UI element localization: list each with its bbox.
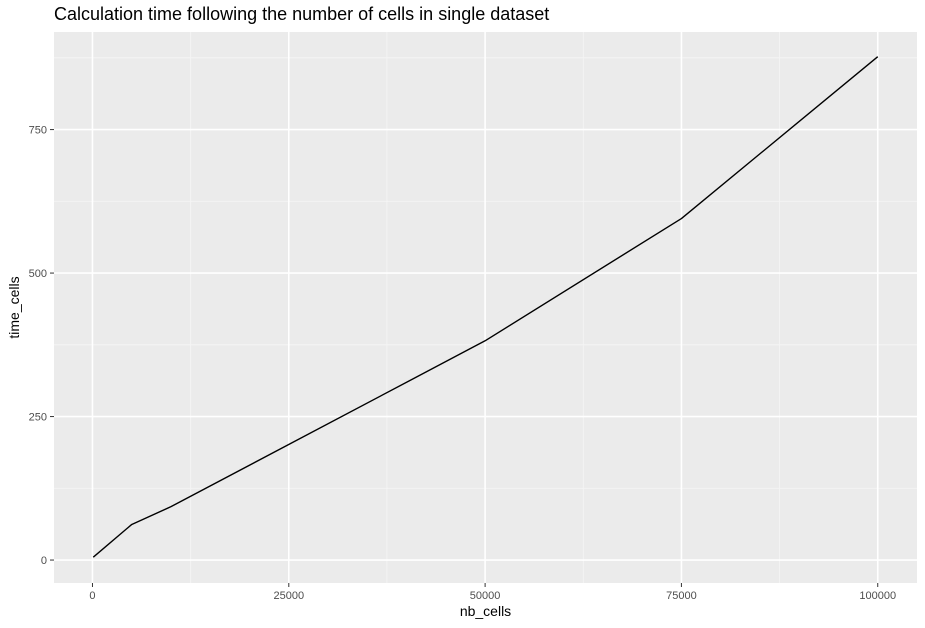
x-tick-label: 100000 bbox=[859, 590, 896, 602]
x-axis-title: nb_cells bbox=[460, 603, 511, 619]
x-axis: 0 25000 50000 75000 100000 bbox=[89, 583, 896, 602]
y-tick-label: 0 bbox=[41, 555, 47, 567]
x-tick-label: 25000 bbox=[273, 590, 304, 602]
y-tick-label: 750 bbox=[29, 125, 47, 137]
y-axis: 0 250 500 750 bbox=[29, 125, 54, 567]
x-tick-label: 50000 bbox=[470, 590, 501, 602]
y-tick-label: 500 bbox=[29, 268, 47, 280]
x-tick-label: 0 bbox=[89, 590, 95, 602]
series-layer bbox=[92, 56, 879, 558]
series-line bbox=[92, 56, 879, 558]
x-tick-label: 75000 bbox=[666, 590, 697, 602]
y-tick-label: 250 bbox=[29, 412, 47, 424]
y-axis-title: time_cells bbox=[6, 276, 22, 338]
chart-title: Calculation time following the number of… bbox=[54, 4, 549, 24]
major-gridlines bbox=[54, 32, 917, 583]
